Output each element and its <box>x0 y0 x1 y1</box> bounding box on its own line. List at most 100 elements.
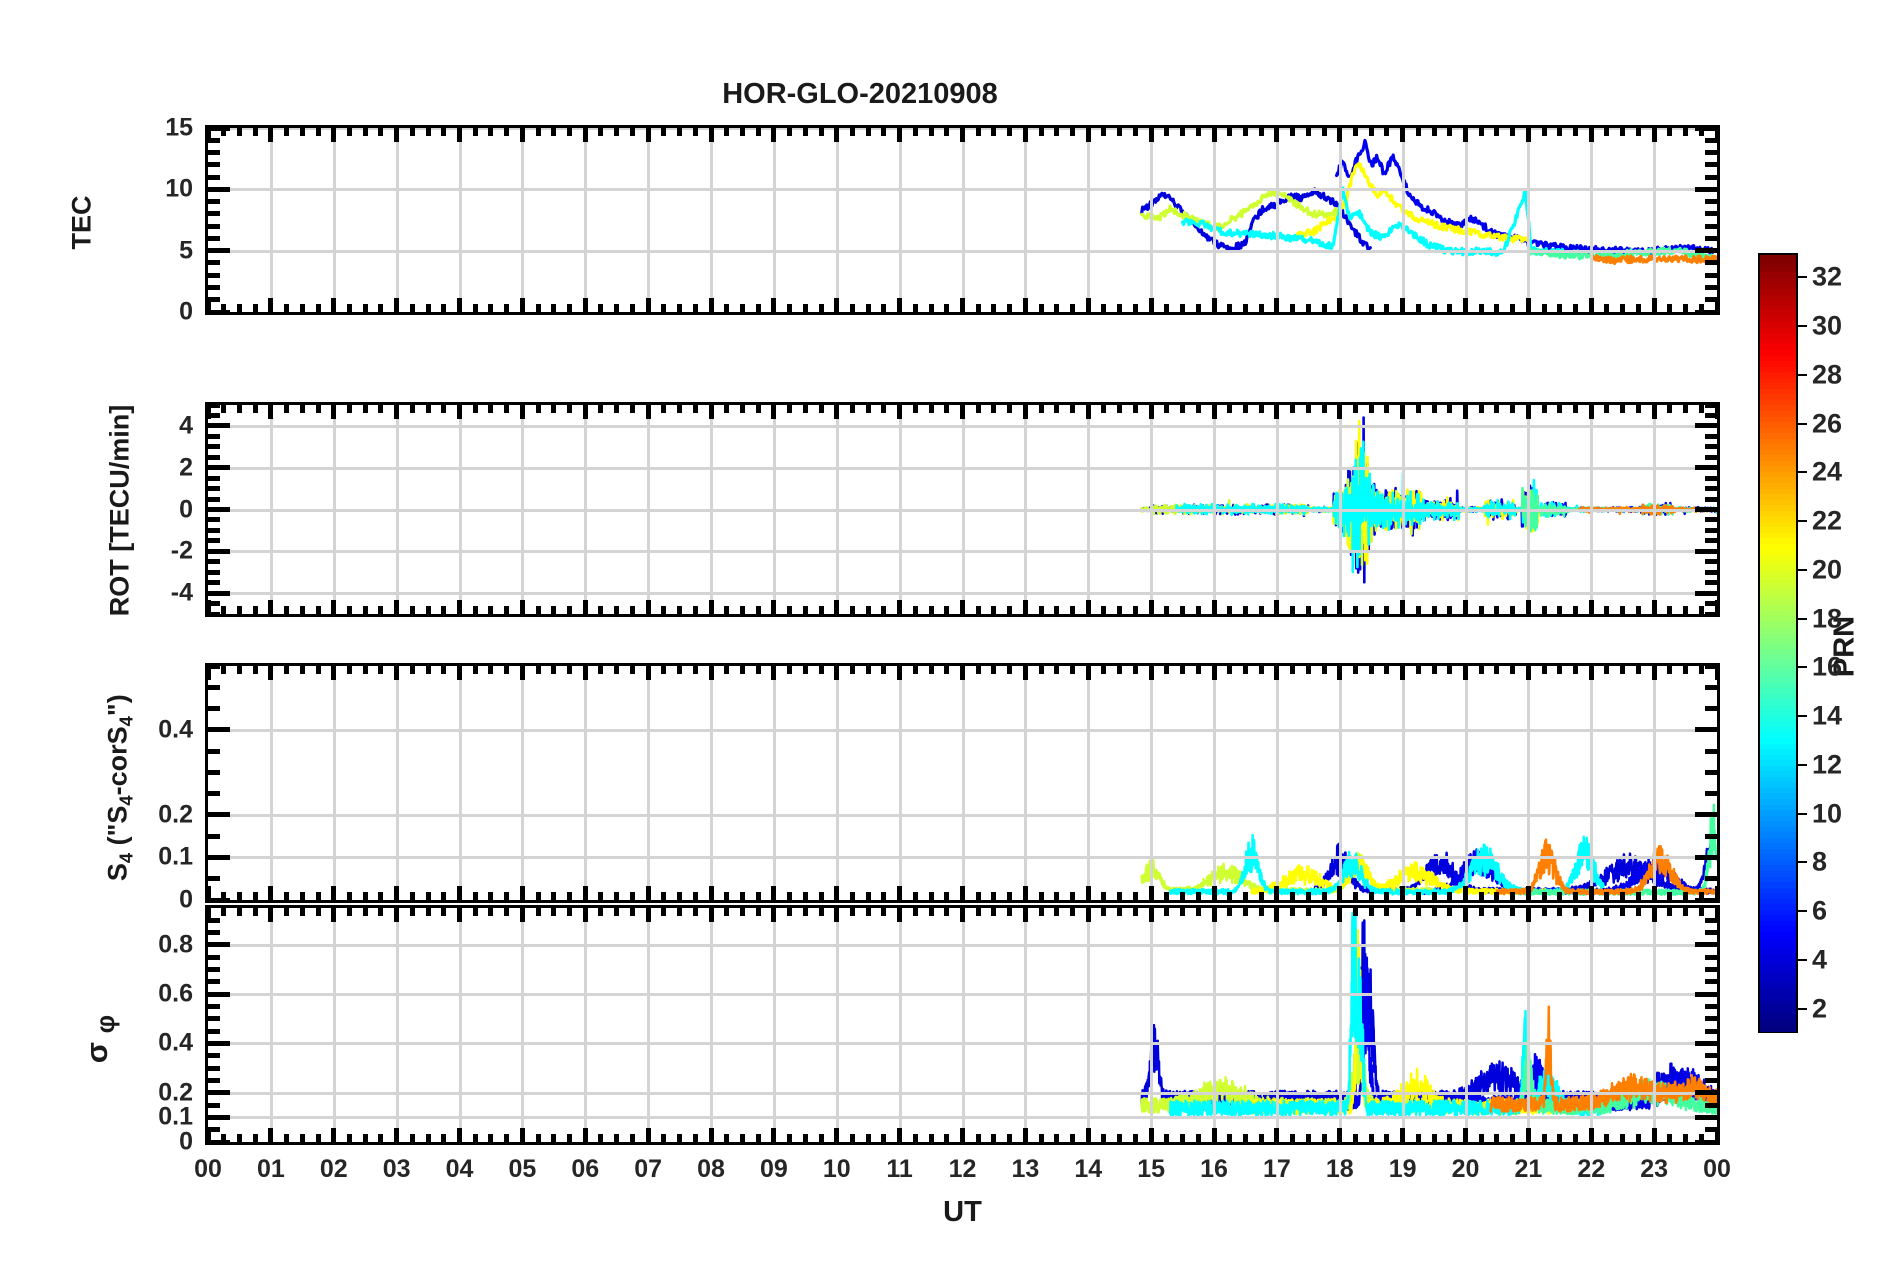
x-tick-bottom <box>818 606 824 614</box>
y-tick-right <box>1705 538 1717 544</box>
y-tick-left <box>208 954 220 960</box>
x-tick-bottom <box>1305 892 1311 900</box>
colorbar-swatch <box>1760 360 1796 367</box>
x-tick-top <box>802 128 808 136</box>
x-tick-bottom <box>1038 892 1044 900</box>
x-tick-bottom <box>755 606 761 614</box>
x-tick-top <box>1085 666 1091 680</box>
colorbar-swatch <box>1760 343 1796 350</box>
colorbar-swatch <box>1760 975 1796 982</box>
colorbar-tick <box>1798 910 1807 913</box>
x-tick-top <box>1635 908 1641 916</box>
x-tick-top <box>614 405 620 413</box>
grid-line-vertical <box>1590 128 1594 312</box>
colorbar-tick <box>1798 568 1807 571</box>
x-tick-top <box>1384 666 1390 674</box>
y-tick-right <box>1705 979 1717 985</box>
colorbar-swatch <box>1760 864 1796 872</box>
grid-line-horizontal <box>208 1091 1717 1095</box>
colorbar-swatch <box>1760 903 1796 910</box>
x-tick-bottom <box>1070 606 1076 614</box>
grid-line-horizontal <box>208 728 1717 732</box>
data-trace <box>1140 187 1372 253</box>
colorbar-swatch <box>1760 288 1796 295</box>
y-tick-left <box>208 611 220 614</box>
grid-line-vertical <box>1338 666 1342 900</box>
x-tick-top <box>425 908 431 916</box>
x-tick-bottom <box>1510 304 1516 312</box>
y-tick-label: 0.6 <box>158 979 193 1008</box>
y-tick-right <box>1705 174 1717 180</box>
x-tick-bottom <box>551 606 557 614</box>
y-tick-right <box>1705 150 1717 156</box>
x-tick-label: 17 <box>1262 1155 1291 1183</box>
x-tick-top <box>912 405 918 413</box>
y-tick-right <box>1705 769 1717 775</box>
colorbar-swatch <box>1760 559 1796 567</box>
x-tick-top <box>897 405 903 419</box>
x-tick-top <box>1211 908 1217 922</box>
x-tick-top <box>519 666 525 680</box>
x-tick-top <box>1510 908 1516 916</box>
x-tick-top <box>928 128 934 136</box>
x-tick-top <box>912 666 918 674</box>
x-tick-bottom <box>1117 1134 1123 1142</box>
x-tick-bottom <box>1274 886 1280 900</box>
x-tick-bottom <box>1227 606 1233 614</box>
colorbar-swatch <box>1760 582 1796 589</box>
colorbar-swatch <box>1760 293 1796 301</box>
x-tick-bottom <box>1290 892 1296 900</box>
x-tick-bottom <box>1557 304 1563 312</box>
grid-line-vertical <box>1150 666 1154 900</box>
x-tick-bottom <box>1022 1128 1028 1142</box>
grid-line-vertical <box>961 128 965 312</box>
x-tick-label: 19 <box>1388 1155 1417 1183</box>
x-tick-top <box>1195 405 1201 413</box>
colorbar-tick <box>1798 715 1807 718</box>
x-tick-top <box>1211 405 1217 419</box>
colorbar-swatch <box>1760 482 1796 489</box>
x-tick-top <box>1384 128 1390 136</box>
x-tick-top <box>346 405 352 413</box>
x-tick-top <box>614 908 620 916</box>
x-tick-top <box>409 908 415 916</box>
colorbar-tick-label: 26 <box>1812 408 1843 439</box>
x-tick-bottom <box>504 1134 510 1142</box>
x-tick-bottom <box>614 1134 620 1142</box>
x-tick-top <box>268 908 274 922</box>
x-tick-top <box>1698 908 1704 916</box>
colorbar-swatch <box>1760 958 1796 966</box>
x-tick-bottom <box>692 1134 698 1142</box>
x-tick-top <box>1494 405 1500 413</box>
x-tick-top <box>1195 666 1201 674</box>
x-tick-top <box>708 405 714 419</box>
grid-line-vertical <box>1275 666 1279 900</box>
colorbar-swatch <box>1760 859 1796 866</box>
x-tick-top <box>488 908 494 916</box>
x-tick-bottom <box>912 606 918 614</box>
x-tick-top <box>1431 128 1437 136</box>
x-tick-top <box>677 405 683 413</box>
grid-line-vertical <box>1024 908 1028 1142</box>
x-tick-top <box>1384 405 1390 413</box>
x-tick-top <box>1070 128 1076 136</box>
x-tick-top <box>1007 666 1013 674</box>
colorbar-tick <box>1798 276 1807 279</box>
x-tick-bottom <box>252 606 258 614</box>
colorbar-swatch <box>1760 593 1796 600</box>
x-tick-top <box>1683 666 1689 674</box>
grid-line-vertical <box>269 128 273 312</box>
x-tick-top <box>1478 128 1484 136</box>
x-tick-top <box>1180 666 1186 674</box>
x-tick-top <box>991 908 997 916</box>
x-tick-top <box>881 128 887 136</box>
grid-line-vertical <box>332 128 336 312</box>
x-tick-top <box>928 405 934 413</box>
x-tick-bottom <box>472 606 478 614</box>
x-tick-bottom <box>1132 606 1138 614</box>
x-tick-bottom <box>1431 1134 1437 1142</box>
x-tick-bottom <box>708 298 714 312</box>
x-tick-top <box>1242 666 1248 674</box>
x-tick-top <box>504 666 510 674</box>
colorbar-swatch <box>1760 914 1796 921</box>
